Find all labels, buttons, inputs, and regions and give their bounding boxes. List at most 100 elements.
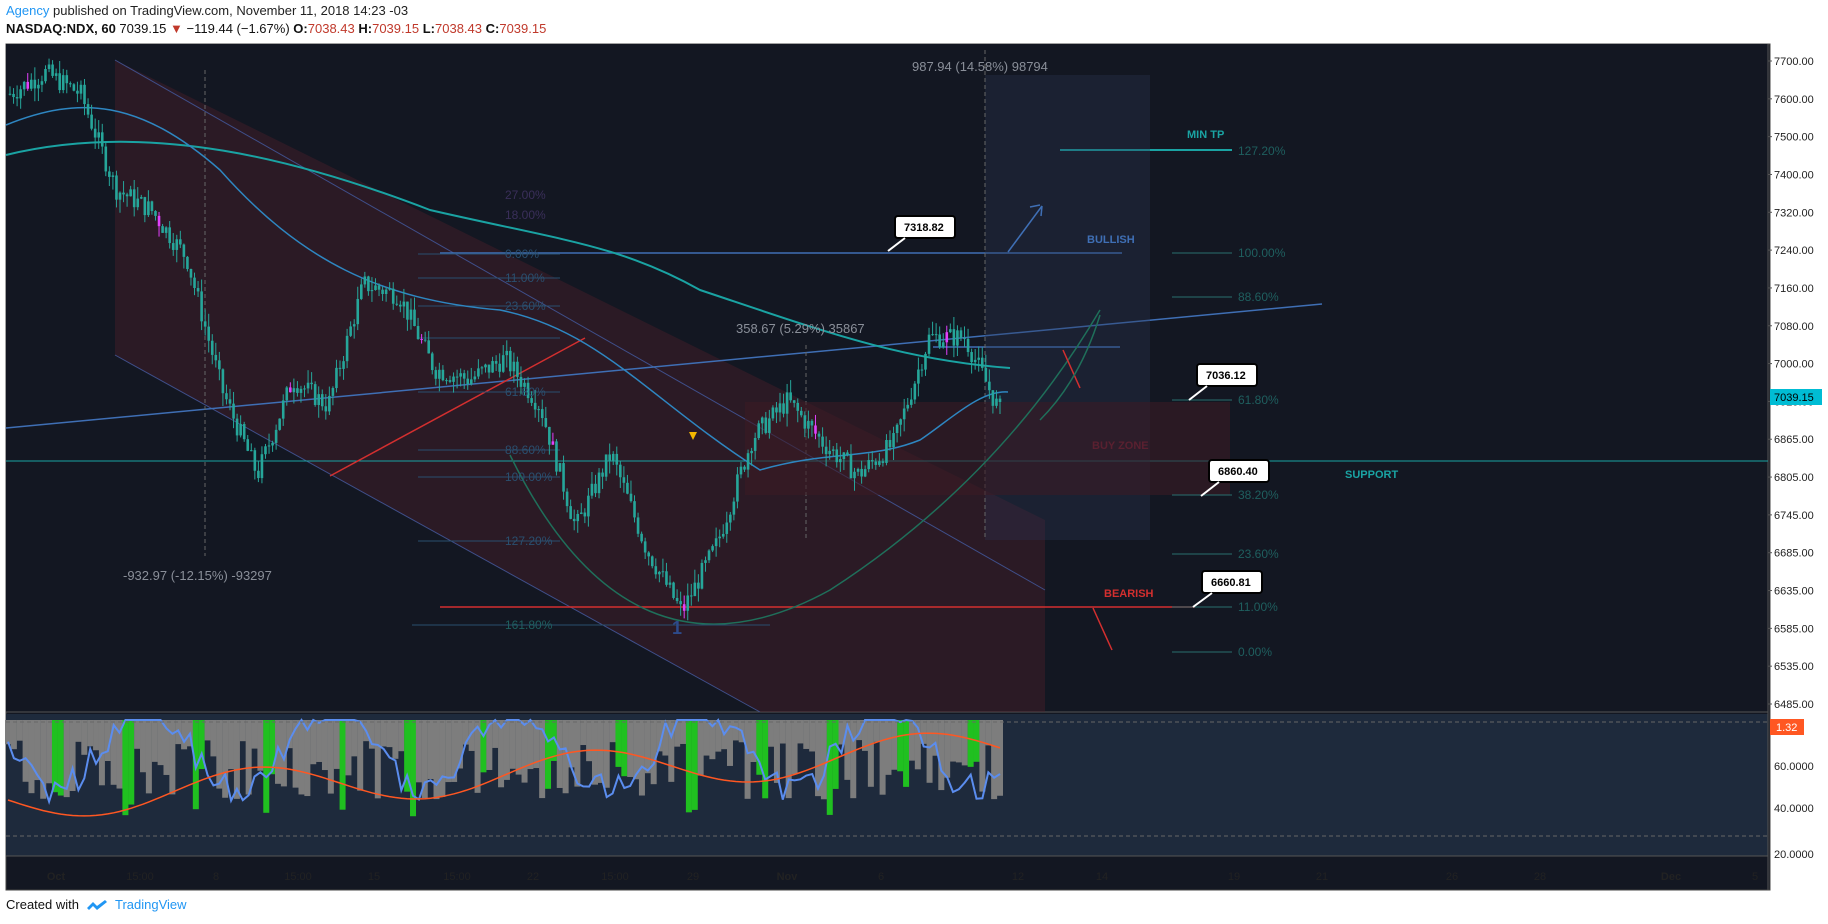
osc-bar [685,720,692,813]
osc-bar [809,720,816,752]
osc-bar [826,720,833,815]
callout-7036-text: 7036.12 [1206,370,1246,382]
candle-body [643,541,647,553]
candle-body [661,571,665,573]
osc-bar [280,720,287,787]
candle-body [47,64,51,70]
candle-body [579,512,583,514]
candle-body [523,382,526,387]
osc-bar [93,720,100,751]
candle-body [171,243,175,250]
main-pane[interactable] [6,44,1768,712]
tradingview-logo-icon [86,899,107,910]
footer: Created with TradingView [6,897,187,912]
price-tick: 7320.00 [1774,207,1814,219]
candle-body [782,403,785,414]
callout-6660[interactable]: 6660.81 [1192,570,1263,608]
candle-body [906,404,910,409]
candle-body [349,326,352,336]
osc-bar [633,720,640,780]
candle-body [448,380,452,382]
candle-body [434,370,438,379]
candle-body [423,339,427,341]
candle-body [725,522,729,534]
osc-bar [46,720,53,784]
osc-bar [198,720,205,770]
osc-bar [433,720,440,800]
osc-bar [151,720,158,762]
candle-body [665,571,668,585]
label-bearish: BEARISH [1104,588,1154,600]
candle-body [186,256,189,270]
candle-body [831,449,835,451]
candle-body [313,384,317,405]
candle-body [686,595,690,611]
osc-bar [486,720,493,770]
callout-6660-text: 6660.81 [1211,577,1251,589]
tradingview-link[interactable]: TradingView [114,897,187,912]
author-link[interactable]: Agency [6,3,50,18]
candle-body [139,197,143,199]
osc-bar [298,720,305,795]
osc-bar [351,720,358,757]
candle-body [654,566,658,575]
candle-body [22,81,26,90]
candle-body [768,418,771,433]
fib-left-18: 18.00% [505,208,546,222]
callout-6860[interactable]: 6860.40 [1200,459,1270,497]
label-min-tp: MIN TP [1187,129,1224,141]
candle-body [938,334,941,348]
candle-body [565,491,569,507]
osc-bar [163,720,170,775]
candle-body [853,471,856,479]
bullish-arrowhead [1029,204,1043,217]
red-arrow-2 [1092,607,1113,651]
candle-body [115,175,118,200]
time-axis[interactable]: Oct 15:00 8 15:00 15 15:00 22 15:00 29 Nov 6 12 14 19… [47,871,1758,883]
candle-body [856,468,860,472]
price-axis[interactable]: 7700.00 7600.00 7500.00 7400.00 7320.00 7240.… [1768,56,1814,711]
cup-arc [509,309,1101,625]
candle-body [111,175,115,177]
osc-bar [938,720,945,791]
osc-bar [997,720,1003,796]
candle-body [40,81,44,85]
price-chart[interactable]: 7700.00 7600.00 7500.00 7400.00 7320.00 7240.… [0,40,1828,892]
callout-7318-text: 7318.82 [904,222,944,234]
candle-body [108,171,111,177]
fib-label-886: 88.60% [1238,290,1279,304]
candle-body [260,454,264,479]
candle-body [952,329,956,346]
candle-body [303,388,306,390]
symbol-bar: NASDAQ:NDX, 60 7039.15 ▼ −119.44 (−1.67%… [6,21,546,36]
osc-bar [726,720,733,766]
osc-bar [134,720,141,749]
candle-body [352,324,356,327]
osc-bar [304,720,311,797]
osc-bar [562,720,569,794]
candle-body [601,472,604,477]
candle-body [452,376,455,382]
stoch-line [7,732,1001,817]
oscillator-axis[interactable]: 60.0000 40.0000 20.0000 [1774,761,1814,861]
callout-7318[interactable]: 7318.82 [887,215,956,252]
candle-body [945,332,949,343]
candle-body [689,595,693,597]
publish-info: Agency published on TradingView.com, Nov… [6,3,408,18]
osc-bar [251,720,258,749]
candle-body [803,415,807,429]
callout-7036[interactable]: 7036.12 [1188,363,1258,401]
osc-bar [650,720,657,785]
osc-bar [762,720,769,799]
candle-body [746,453,750,470]
high-label: H: [358,21,373,36]
candle-body [491,361,494,373]
candle-body [147,201,150,216]
candle-body [210,340,214,355]
osc-bar [140,720,147,773]
created-with-text: Created with [6,897,79,912]
candle-body [342,361,345,369]
candle-body [509,350,512,372]
candle-body [753,437,757,451]
candle-body [743,466,746,470]
